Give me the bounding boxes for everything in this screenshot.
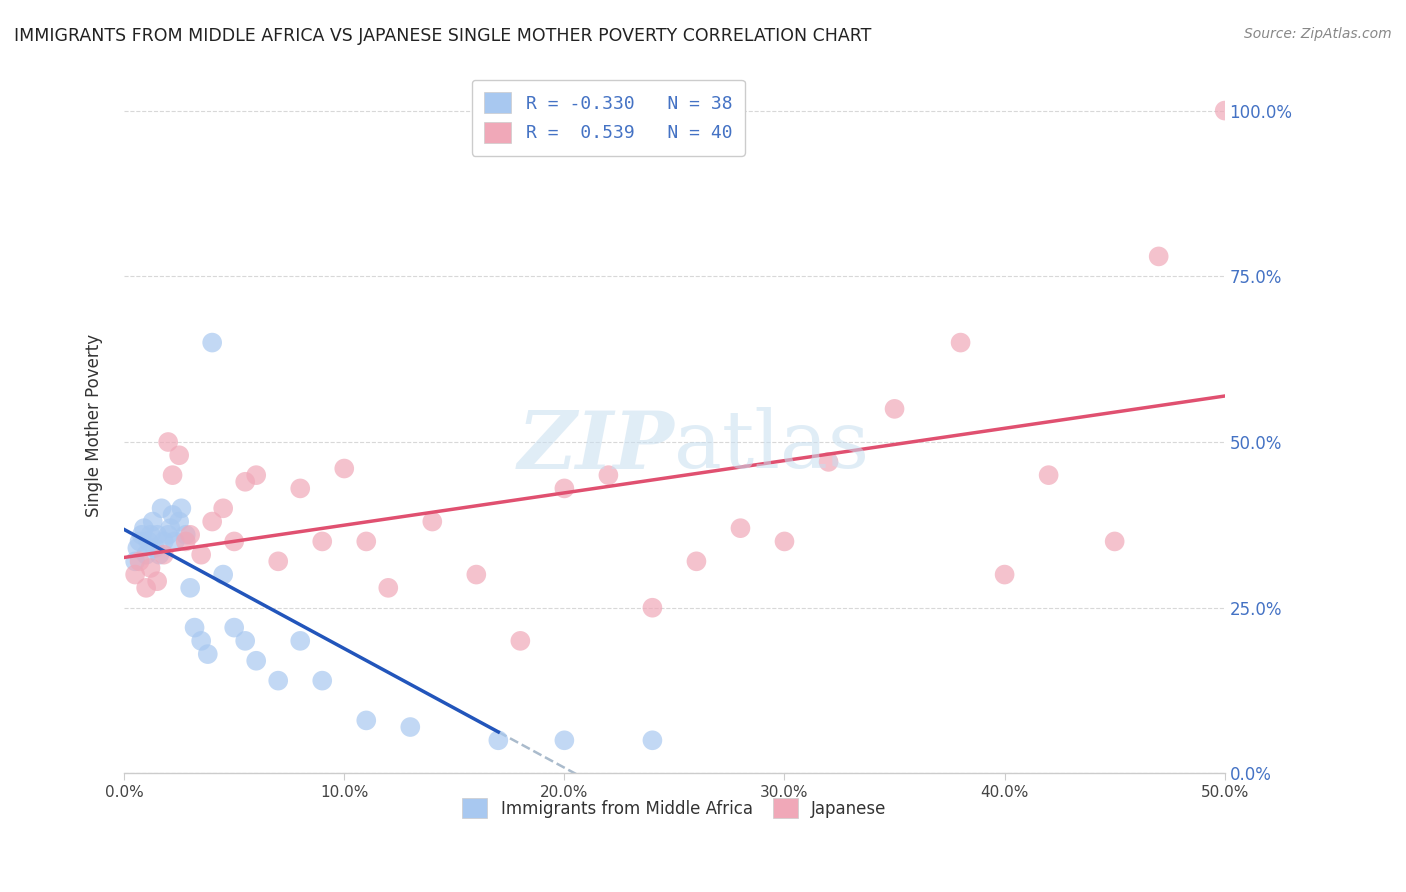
Point xyxy=(553,733,575,747)
Point xyxy=(190,633,212,648)
Point xyxy=(354,534,377,549)
Legend: Immigrants from Middle Africa, Japanese: Immigrants from Middle Africa, Japanese xyxy=(456,792,893,824)
Point xyxy=(124,554,146,568)
Point xyxy=(157,435,180,450)
Point xyxy=(131,528,153,542)
Point xyxy=(817,455,839,469)
Point xyxy=(245,654,267,668)
Point xyxy=(179,581,201,595)
Text: ZIP: ZIP xyxy=(517,408,675,485)
Point xyxy=(128,554,150,568)
Point xyxy=(148,548,170,562)
Point xyxy=(212,567,235,582)
Point xyxy=(224,621,246,635)
Text: atlas: atlas xyxy=(675,408,869,485)
Point xyxy=(167,448,190,462)
Point xyxy=(190,548,212,562)
Point xyxy=(399,720,422,734)
Point xyxy=(127,541,149,555)
Point xyxy=(152,534,174,549)
Point xyxy=(159,521,181,535)
Point xyxy=(311,534,333,549)
Point xyxy=(170,501,193,516)
Point xyxy=(290,482,312,496)
Point xyxy=(420,515,443,529)
Point xyxy=(290,633,312,648)
Point xyxy=(377,581,399,595)
Point xyxy=(994,567,1017,582)
Point xyxy=(139,561,162,575)
Point xyxy=(138,534,160,549)
Point xyxy=(311,673,333,688)
Point xyxy=(685,554,707,568)
Point xyxy=(1147,249,1170,263)
Point xyxy=(212,501,235,516)
Text: Source: ZipAtlas.com: Source: ZipAtlas.com xyxy=(1244,27,1392,41)
Point xyxy=(267,554,290,568)
Point xyxy=(143,541,166,555)
Point xyxy=(179,528,201,542)
Point xyxy=(201,515,224,529)
Point xyxy=(183,621,205,635)
Point xyxy=(486,733,509,747)
Point xyxy=(641,733,664,747)
Point xyxy=(641,600,664,615)
Point xyxy=(883,401,905,416)
Point xyxy=(152,548,174,562)
Point xyxy=(201,335,224,350)
Point xyxy=(139,528,162,542)
Text: IMMIGRANTS FROM MIDDLE AFRICA VS JAPANESE SINGLE MOTHER POVERTY CORRELATION CHAR: IMMIGRANTS FROM MIDDLE AFRICA VS JAPANES… xyxy=(14,27,872,45)
Point xyxy=(267,673,290,688)
Point xyxy=(949,335,972,350)
Point xyxy=(157,528,180,542)
Point xyxy=(163,534,186,549)
Point xyxy=(224,534,246,549)
Point xyxy=(124,567,146,582)
Point xyxy=(509,633,531,648)
Point xyxy=(233,633,256,648)
Point xyxy=(162,468,184,483)
Point xyxy=(598,468,620,483)
Point xyxy=(132,521,155,535)
Point xyxy=(174,528,197,542)
Point xyxy=(167,515,190,529)
Point xyxy=(128,534,150,549)
Point xyxy=(1104,534,1126,549)
Point xyxy=(197,647,219,661)
Point xyxy=(1038,468,1060,483)
Point xyxy=(333,461,356,475)
Point xyxy=(1213,103,1236,118)
Point xyxy=(146,528,169,542)
Point xyxy=(233,475,256,489)
Point xyxy=(773,534,796,549)
Point xyxy=(730,521,752,535)
Point xyxy=(354,714,377,728)
Point xyxy=(162,508,184,522)
Point xyxy=(245,468,267,483)
Point xyxy=(174,534,197,549)
Point xyxy=(135,581,157,595)
Point xyxy=(146,574,169,589)
Point xyxy=(135,548,157,562)
Point xyxy=(142,515,165,529)
Y-axis label: Single Mother Poverty: Single Mother Poverty xyxy=(86,334,103,517)
Point xyxy=(553,482,575,496)
Point xyxy=(150,501,173,516)
Point xyxy=(465,567,488,582)
